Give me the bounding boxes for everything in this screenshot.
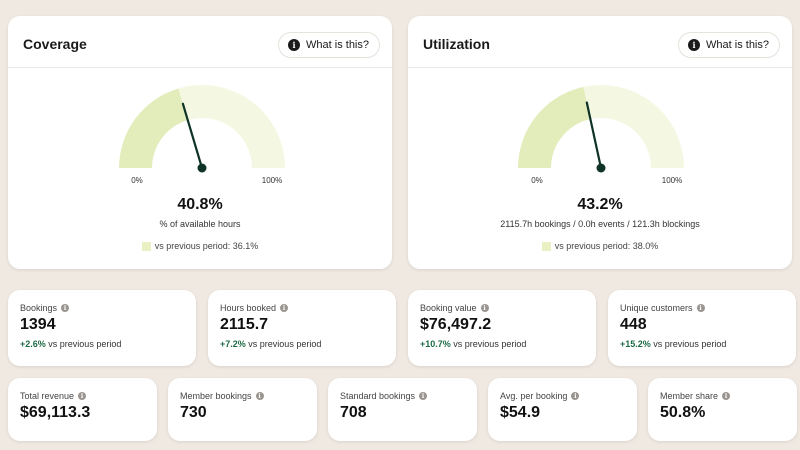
stat-value: 730: [180, 404, 207, 421]
info-icon[interactable]: i: [61, 304, 70, 312]
stat-value: 50.8%: [660, 404, 706, 421]
stat-label: Member bookings: [180, 391, 252, 401]
gauge-max-label: 100%: [262, 176, 282, 185]
stat-label: Bookings: [20, 303, 58, 313]
info-icon[interactable]: i: [571, 392, 580, 400]
stat-change: +2.6% vs previous period: [20, 339, 184, 349]
stat-change: +7.2% vs previous period: [220, 339, 384, 349]
stat-card-avg-per-booking: Avg. per booking i $54.9: [488, 378, 637, 441]
gauge-needle-hub: [197, 163, 207, 173]
gauge-fill: [119, 88, 188, 168]
info-icon[interactable]: i: [480, 304, 489, 312]
utilization-subtitle: 2115.7h bookings / 0.0h events / 121.3h …: [500, 219, 700, 229]
legend-swatch: [541, 241, 551, 251]
gauge-track: [178, 85, 285, 168]
stat-value: $54.9: [500, 404, 541, 421]
stat-card-total-revenue: Total revenue i $69,113.3: [8, 378, 157, 441]
utilization-help-button[interactable]: i What is this?: [678, 32, 780, 58]
stat-card-hours-booked: Hours booked i 2115.7 +7.2% vs previous p…: [208, 290, 396, 366]
stat-card-member-bookings: Member bookings i 730: [168, 378, 317, 441]
stat-delta: +7.2%: [220, 339, 246, 349]
gauge-needle: [181, 102, 204, 170]
stat-change: +15.2% vs previous period: [620, 339, 784, 349]
info-icon: i: [688, 39, 701, 51]
stat-card-member-share: Member share i 50.8%: [648, 378, 797, 441]
stat-change: +10.7% vs previous period: [420, 339, 584, 349]
stat-label: Member share: [660, 391, 719, 401]
utilization-card: Utilization i What is this? 0% 100% 43.2…: [408, 16, 792, 269]
info-icon[interactable]: i: [696, 304, 705, 312]
coverage-title: Coverage: [23, 36, 87, 52]
coverage-gauge: 0% 100%: [119, 85, 285, 185]
stat-value: $69,113.3: [20, 404, 91, 421]
info-icon[interactable]: i: [78, 392, 87, 400]
stat-label: Booking value: [420, 303, 477, 313]
stat-card-booking-value: Booking value i $76,497.2 +10.7% vs previ…: [408, 290, 596, 366]
stat-value: 2115.7: [220, 316, 269, 333]
stat-label: Total revenue: [20, 391, 75, 401]
stat-value: 708: [340, 404, 367, 421]
stat-value: $76,497.2: [420, 316, 492, 333]
info-icon[interactable]: i: [722, 392, 731, 400]
stat-label: Unique customers: [620, 303, 693, 313]
utilization-card-header: Utilization i What is this?: [408, 16, 792, 68]
gauge-track: [583, 85, 684, 168]
coverage-card-header: Coverage i What is this?: [8, 16, 392, 68]
legend-swatch: [141, 241, 151, 251]
info-icon: i: [288, 39, 301, 51]
gauge-max-label: 100%: [662, 176, 682, 185]
coverage-previous: vs previous period: 36.1%: [8, 241, 392, 251]
stat-value: 448: [620, 316, 647, 333]
stat-delta: +15.2%: [620, 339, 651, 349]
info-icon[interactable]: i: [280, 304, 289, 312]
stat-delta-suffix: vs previous period: [653, 339, 727, 349]
stat-delta: +2.6%: [20, 339, 46, 349]
stat-delta-suffix: vs previous period: [248, 339, 322, 349]
stat-delta-suffix: vs previous period: [453, 339, 527, 349]
coverage-value: 40.8%: [177, 196, 223, 213]
gauge-needle-hub: [596, 163, 606, 173]
gauge-min-label: 0%: [531, 176, 543, 185]
coverage-previous-text: vs previous period: 36.1%: [154, 241, 259, 251]
gauge-fill: [518, 86, 591, 168]
utilization-title: Utilization: [423, 36, 490, 52]
info-icon[interactable]: i: [419, 392, 428, 400]
help-button-label: What is this?: [706, 39, 769, 51]
stat-card-unique-customers: Unique customers i 448 +15.2% vs previous…: [608, 290, 796, 366]
utilization-previous: vs previous period: 38.0%: [408, 241, 792, 251]
help-button-label: What is this?: [306, 39, 369, 51]
utilization-value: 43.2%: [577, 196, 623, 213]
stat-card-bookings: Bookings i 1394 +2.6% vs previous period: [8, 290, 196, 366]
stat-card-standard-bookings: Standard bookings i 708: [328, 378, 477, 441]
gauge-needle: [585, 101, 603, 170]
utilization-previous-text: vs previous period: 38.0%: [554, 241, 659, 251]
stat-delta: +10.7%: [420, 339, 451, 349]
stat-label: Hours booked: [220, 303, 277, 313]
stat-value: 1394: [20, 316, 56, 333]
info-icon[interactable]: i: [255, 392, 264, 400]
coverage-card: Coverage i What is this? 0% 100% 40.8% %…: [8, 16, 392, 269]
coverage-subtitle: % of available hours: [159, 219, 241, 229]
stat-label: Standard bookings: [340, 391, 416, 401]
coverage-help-button[interactable]: i What is this?: [278, 32, 380, 58]
utilization-gauge: 0% 100%: [518, 85, 684, 185]
gauge-min-label: 0%: [131, 176, 143, 185]
stat-delta-suffix: vs previous period: [48, 339, 122, 349]
stat-label: Avg. per booking: [500, 391, 568, 401]
